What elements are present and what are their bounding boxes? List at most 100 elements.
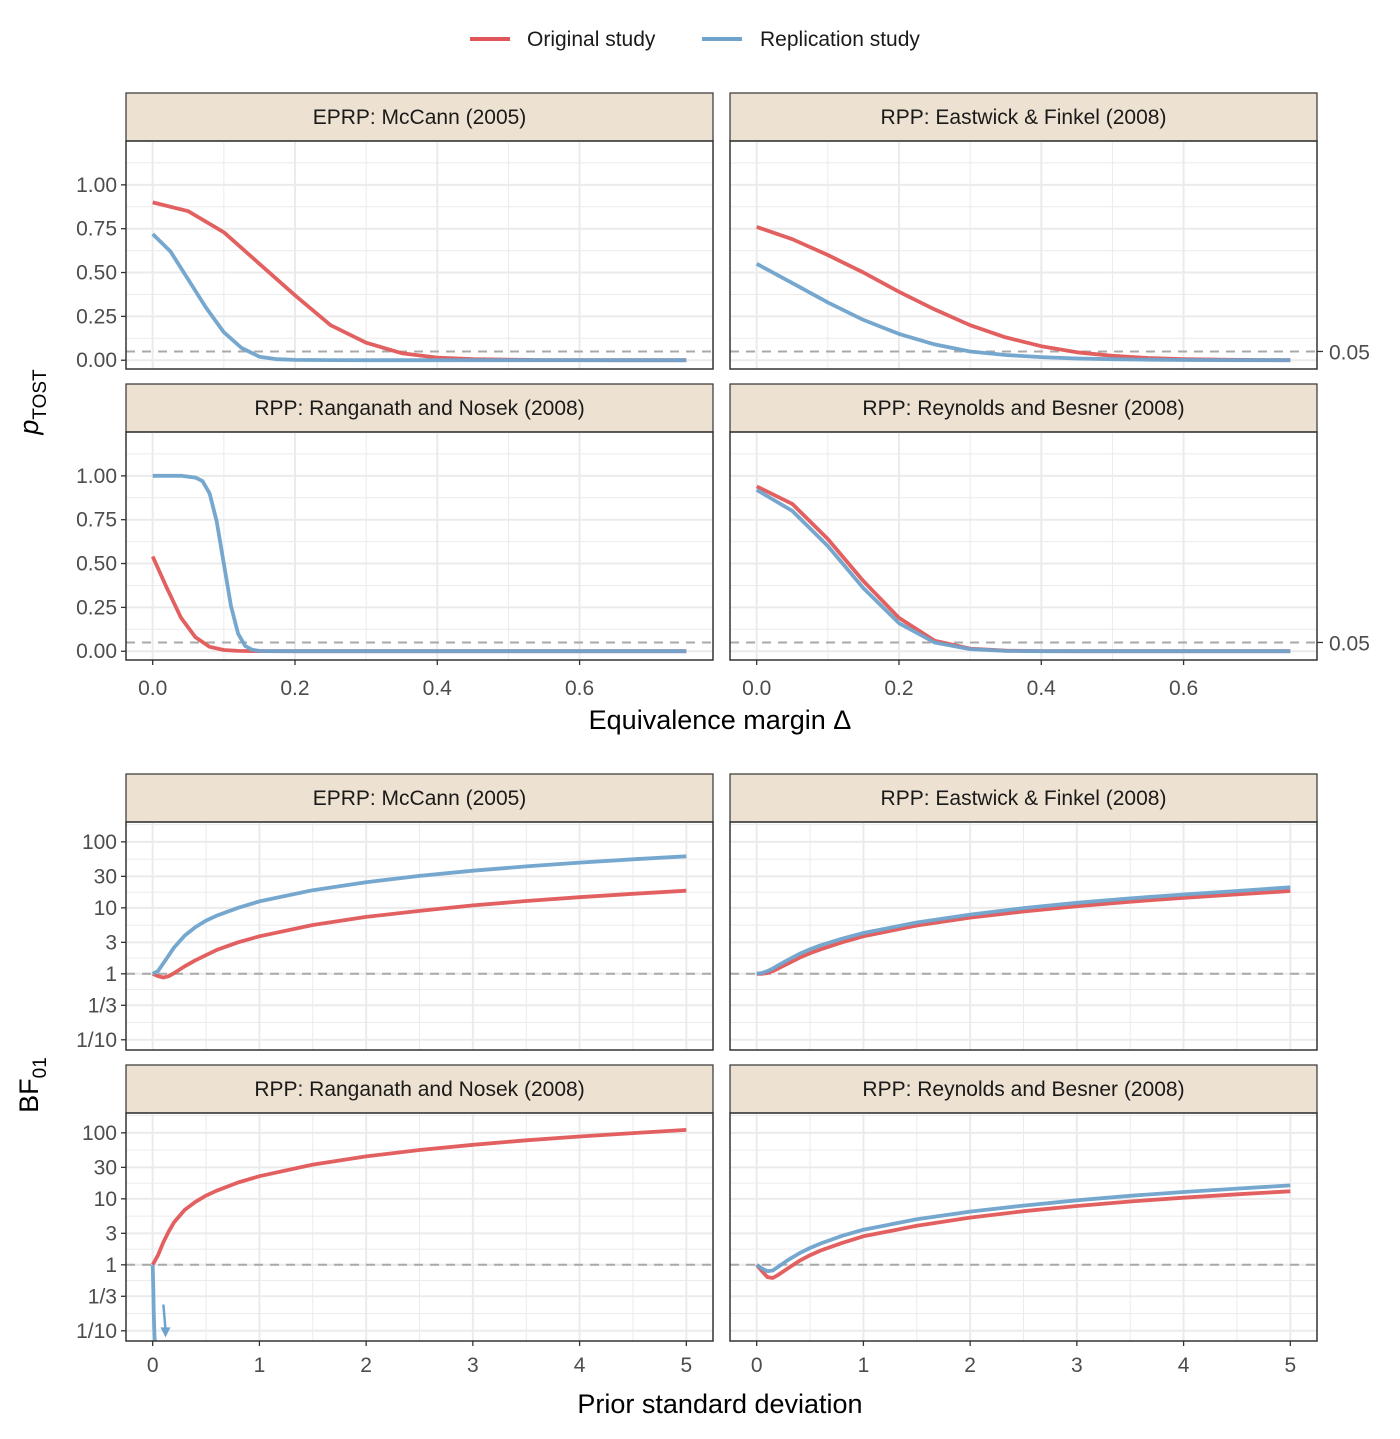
facet-title: RPP: Ranganath and Nosek (2008) — [254, 1078, 584, 1101]
facet-strip — [125, 773, 714, 823]
y-axis-title-bf-main: BF — [14, 1078, 44, 1113]
y-tick-label: 1.00 — [76, 465, 117, 488]
panel: RPP: Eastwick & Finkel (2008) 0.05 — [729, 92, 1370, 370]
panel: EPRP: McCann (2005) 0.00 0.25 0.50 0.75 1.00 — [76, 92, 714, 372]
panel-border — [125, 1112, 714, 1342]
x-axis-title-bf: Prior standard deviation — [577, 1389, 862, 1419]
series-line-original — [755, 484, 1291, 654]
facet-strip — [125, 92, 714, 142]
annotations: Equivalence margin Δ Prior standard devi… — [14, 369, 863, 1419]
y-tick-label: 0.25 — [76, 596, 117, 619]
y-axis-title-tost-sub: TOST — [30, 369, 51, 420]
facet-title: RPP: Eastwick & Finkel (2008) — [881, 106, 1167, 129]
x-tick-label: 0 — [147, 1354, 159, 1377]
series-line-original — [151, 1128, 687, 1266]
series-line-original — [755, 1189, 1291, 1280]
x-tick-label: 2 — [964, 1354, 976, 1377]
y-tick-label: 10 — [94, 897, 117, 920]
facet-title: EPRP: McCann (2005) — [313, 106, 527, 129]
y-tick-label: 0.25 — [76, 305, 117, 328]
x-tick-label: 3 — [467, 1354, 479, 1377]
series-line-original — [152, 200, 687, 363]
series-group — [151, 200, 687, 363]
panel: RPP: Eastwick & Finkel (2008) — [729, 773, 1318, 1051]
reference-label: 0.05 — [1329, 632, 1370, 655]
x-tick-label: 0 — [751, 1354, 763, 1377]
panel: RPP: Ranganath and Nosek (2008) 1/10 1/3 1 3… — [76, 1064, 714, 1377]
facet-strip — [729, 1064, 1318, 1114]
facet-strip — [729, 92, 1318, 142]
x-tick-label: 2 — [360, 1354, 372, 1377]
x-tick-label: 1 — [254, 1354, 266, 1377]
annotation-arrow-head — [160, 1327, 171, 1338]
series-line-replication — [151, 232, 687, 363]
x-tick-label: 5 — [1284, 1354, 1296, 1377]
series-group — [755, 484, 1291, 654]
facet-title: RPP: Ranganath and Nosek (2008) — [254, 397, 584, 420]
series-group — [150, 1128, 687, 1341]
y-axis-title-tost: pTOST — [14, 369, 51, 436]
facet-strip — [125, 383, 714, 433]
panel: RPP: Reynolds and Besner (2008) 0 1 2 3 4 5 — [729, 1064, 1318, 1377]
x-tick-label: 0.4 — [1027, 677, 1057, 700]
y-tick-label: 0.00 — [76, 349, 117, 372]
legend-label-replication: Replication study — [760, 28, 920, 51]
svg-text:pTOST: pTOST — [14, 369, 51, 436]
x-tick-label: 0.2 — [884, 677, 913, 700]
series-line-replication — [756, 885, 1291, 976]
x-tick-label: 0.0 — [742, 677, 771, 700]
panel-border — [729, 821, 1318, 1051]
facet-title: RPP: Reynolds and Besner (2008) — [862, 1078, 1184, 1101]
panel-border — [125, 821, 714, 1051]
x-axis-title-tost: Equivalence margin Δ — [589, 705, 852, 735]
facet-title: EPRP: McCann (2005) — [313, 787, 527, 810]
y-tick-label: 30 — [94, 1156, 117, 1179]
series-line-original — [756, 889, 1291, 976]
y-axis-title-tost-main: p — [14, 420, 44, 436]
facet-title: RPP: Reynolds and Besner (2008) — [862, 397, 1184, 420]
y-axis-title-bf: BF01 — [14, 1057, 51, 1113]
svg-text:BF01: BF01 — [14, 1057, 51, 1113]
y-tick-label: 30 — [94, 865, 117, 888]
y-tick-label: 3 — [105, 931, 117, 954]
y-tick-label: 1/10 — [76, 1029, 117, 1052]
x-tick-label: 0.6 — [1169, 677, 1198, 700]
legend-label-original: Original study — [527, 28, 656, 51]
y-tick-label: 100 — [82, 831, 117, 854]
panel: RPP: Reynolds and Besner (2008) 0.05 0.0 0.… — [729, 383, 1370, 700]
series-line-original — [756, 225, 1291, 363]
panel-border — [125, 140, 714, 370]
x-tick-label: 4 — [574, 1354, 586, 1377]
x-tick-label: 0.4 — [423, 677, 453, 700]
facet-title: RPP: Eastwick & Finkel (2008) — [881, 787, 1167, 810]
y-tick-label: 100 — [82, 1122, 117, 1145]
series-group — [151, 854, 687, 980]
y-tick-label: 0.50 — [76, 262, 117, 285]
legend: Original study Replication study — [470, 28, 920, 51]
series-line-replication — [755, 1183, 1291, 1274]
y-tick-label: 0.50 — [76, 553, 117, 576]
series-line-original — [151, 888, 687, 980]
panel: RPP: Ranganath and Nosek (2008) 0.00 0.25 0… — [76, 383, 714, 700]
series-group — [756, 885, 1291, 976]
x-tick-label: 0.6 — [565, 677, 594, 700]
y-tick-label: 1.00 — [76, 174, 117, 197]
x-tick-label: 4 — [1178, 1354, 1190, 1377]
y-tick-label: 1/10 — [76, 1320, 117, 1343]
panel-border — [125, 431, 714, 661]
panel-border — [729, 431, 1318, 661]
series-group — [755, 225, 1291, 363]
facet-strip — [729, 383, 1318, 433]
panel-border — [729, 140, 1318, 370]
annotation-arrow-shaft — [162, 1304, 167, 1330]
series-line-replication — [152, 473, 687, 654]
y-tick-label: 1/3 — [88, 994, 117, 1017]
series-line-replication — [755, 488, 1291, 654]
y-tick-label: 0.75 — [76, 218, 117, 241]
x-tick-label: 1 — [858, 1354, 870, 1377]
series-group — [150, 473, 687, 654]
panels: EPRP: McCann (2005)0.000.250.500.751.00R… — [76, 92, 1370, 1377]
y-tick-label: 1 — [105, 963, 117, 986]
x-tick-label: 3 — [1071, 1354, 1083, 1377]
